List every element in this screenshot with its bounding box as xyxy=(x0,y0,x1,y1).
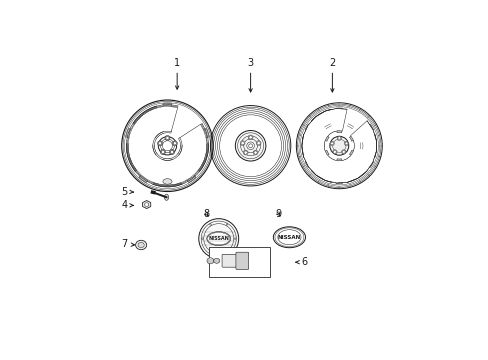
Ellipse shape xyxy=(257,141,260,145)
Bar xyxy=(208,247,269,278)
Text: 4: 4 xyxy=(121,201,133,210)
Ellipse shape xyxy=(225,224,227,225)
Text: 1: 1 xyxy=(174,58,180,89)
Text: NISSAN: NISSAN xyxy=(208,236,229,241)
Text: 3: 3 xyxy=(247,58,253,92)
Ellipse shape xyxy=(164,135,170,140)
Ellipse shape xyxy=(243,150,247,155)
Ellipse shape xyxy=(138,242,144,248)
Ellipse shape xyxy=(337,137,340,140)
Ellipse shape xyxy=(273,227,305,248)
Ellipse shape xyxy=(225,252,227,253)
Ellipse shape xyxy=(157,141,162,146)
Ellipse shape xyxy=(241,141,244,145)
Ellipse shape xyxy=(341,150,345,154)
Polygon shape xyxy=(305,124,328,141)
Ellipse shape xyxy=(161,150,164,154)
Ellipse shape xyxy=(172,141,177,146)
Polygon shape xyxy=(180,129,209,145)
Polygon shape xyxy=(139,155,162,183)
Ellipse shape xyxy=(162,141,172,151)
Polygon shape xyxy=(177,144,207,171)
Ellipse shape xyxy=(344,141,348,145)
Ellipse shape xyxy=(201,238,203,239)
Polygon shape xyxy=(335,108,342,133)
Ellipse shape xyxy=(244,151,247,154)
Ellipse shape xyxy=(144,203,148,206)
Polygon shape xyxy=(127,144,157,171)
Ellipse shape xyxy=(209,224,211,225)
Ellipse shape xyxy=(333,150,336,153)
Ellipse shape xyxy=(330,142,333,145)
Polygon shape xyxy=(173,155,196,183)
Ellipse shape xyxy=(248,136,252,139)
Polygon shape xyxy=(305,150,328,167)
Polygon shape xyxy=(349,150,373,167)
Ellipse shape xyxy=(235,130,265,161)
Polygon shape xyxy=(335,159,342,184)
Text: NISSAN: NISSAN xyxy=(277,235,301,240)
Ellipse shape xyxy=(164,194,168,200)
Ellipse shape xyxy=(329,141,334,145)
Polygon shape xyxy=(142,201,150,208)
Polygon shape xyxy=(133,107,163,139)
Polygon shape xyxy=(301,134,324,157)
Ellipse shape xyxy=(248,144,252,148)
Ellipse shape xyxy=(256,141,261,145)
Ellipse shape xyxy=(234,238,235,239)
Ellipse shape xyxy=(173,142,176,145)
Ellipse shape xyxy=(209,252,211,253)
Text: 7: 7 xyxy=(121,239,134,249)
Polygon shape xyxy=(353,134,376,157)
Text: 6: 6 xyxy=(295,257,307,267)
Ellipse shape xyxy=(158,142,162,145)
Ellipse shape xyxy=(337,136,341,140)
Ellipse shape xyxy=(206,258,213,264)
Ellipse shape xyxy=(213,258,220,263)
Ellipse shape xyxy=(198,219,238,258)
Polygon shape xyxy=(301,108,376,183)
Polygon shape xyxy=(153,158,182,186)
Text: 5: 5 xyxy=(121,186,133,197)
Polygon shape xyxy=(125,129,155,145)
Polygon shape xyxy=(311,109,335,136)
Ellipse shape xyxy=(160,149,165,154)
Ellipse shape xyxy=(135,240,146,250)
Ellipse shape xyxy=(169,149,174,154)
Polygon shape xyxy=(311,156,335,182)
Ellipse shape xyxy=(332,150,336,154)
Text: 8: 8 xyxy=(203,209,209,219)
Polygon shape xyxy=(342,156,366,182)
FancyBboxPatch shape xyxy=(222,255,239,267)
Polygon shape xyxy=(127,105,207,186)
Ellipse shape xyxy=(253,151,257,154)
Ellipse shape xyxy=(277,230,301,245)
Ellipse shape xyxy=(163,179,172,184)
FancyBboxPatch shape xyxy=(235,252,248,269)
Ellipse shape xyxy=(342,150,345,153)
Ellipse shape xyxy=(165,136,169,140)
Ellipse shape xyxy=(345,142,347,145)
Polygon shape xyxy=(163,103,172,131)
Text: 2: 2 xyxy=(328,58,335,92)
Ellipse shape xyxy=(240,141,244,145)
Ellipse shape xyxy=(170,150,173,154)
Polygon shape xyxy=(349,124,373,141)
Ellipse shape xyxy=(253,150,258,155)
Ellipse shape xyxy=(248,135,252,140)
Ellipse shape xyxy=(206,231,230,246)
Text: 9: 9 xyxy=(275,209,281,219)
Ellipse shape xyxy=(329,136,348,155)
